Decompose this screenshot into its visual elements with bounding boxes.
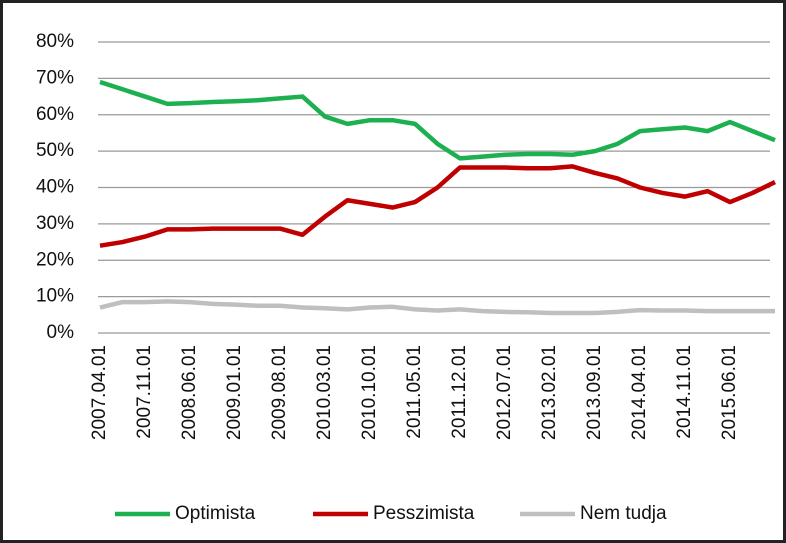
x-tick-label: 2013.02.01 (539, 345, 560, 440)
x-tick-label: 2007.11.01 (134, 345, 155, 439)
x-tick-label: 2012.07.01 (494, 345, 515, 440)
x-tick-label: 2010.10.01 (359, 345, 380, 440)
line (99, 164, 776, 248)
y-tick-label: 50% (36, 140, 74, 161)
x-tick-label: 2011.05.01 (404, 345, 425, 439)
x-tick-label: 2010.03.01 (314, 345, 335, 440)
line (99, 79, 776, 161)
x-tick-label: 2008.06.01 (179, 345, 200, 440)
x-tick-label: 2014.04.01 (629, 345, 650, 440)
x-tick-label: 2015.06.01 (719, 345, 740, 440)
y-tick-label: 70% (36, 67, 74, 88)
y-tick-label: 60% (36, 104, 74, 125)
legend-label: Pesszimista (373, 503, 475, 524)
legend-label: Optimista (175, 503, 256, 524)
y-tick-label: 0% (47, 322, 75, 343)
y-tick-label: 30% (36, 213, 74, 234)
x-tick-label: 2007.04.01 (89, 345, 110, 440)
y-tick-label: 10% (36, 286, 74, 307)
x-tick-label: 2014.11.01 (674, 345, 695, 439)
y-tick-label: 40% (36, 177, 74, 198)
y-tick-label: 20% (36, 249, 74, 270)
y-tick-label: 80% (36, 31, 74, 52)
line (99, 299, 775, 316)
x-tick-label: 2013.09.01 (584, 345, 605, 440)
x-tick-label: 2009.01.01 (224, 345, 245, 440)
x-tick-label: 2011.12.01 (449, 345, 470, 439)
x-tick-label: 2009.08.01 (269, 345, 290, 440)
legend-label: Nem tudja (580, 503, 667, 524)
